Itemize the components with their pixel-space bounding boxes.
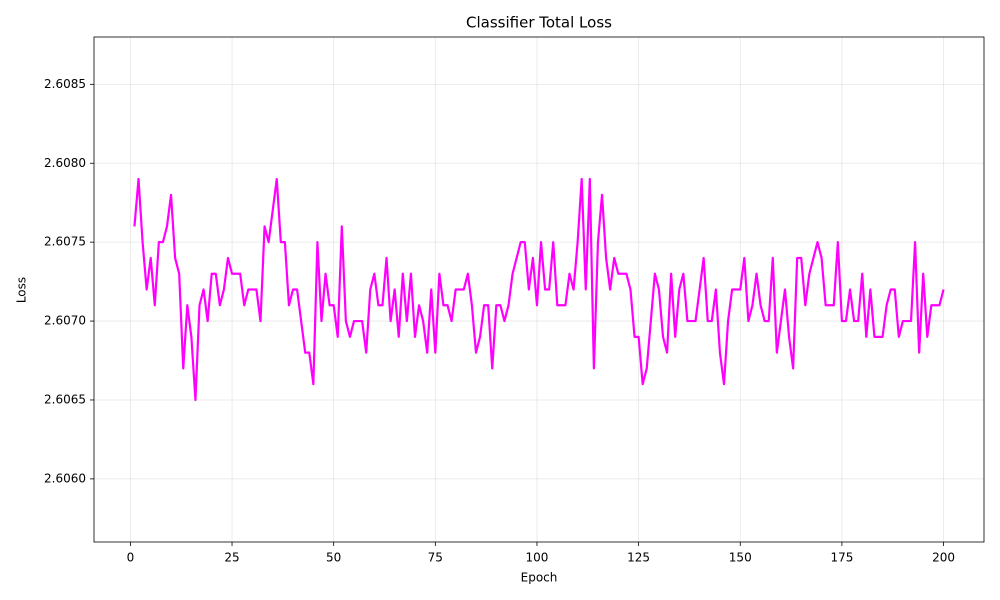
y-tick-label: 2.6065 <box>44 392 86 406</box>
x-tick-label: 125 <box>627 551 650 565</box>
y-tick-label: 2.6070 <box>44 314 86 328</box>
plot-frame <box>93 36 985 543</box>
x-axis-label: Epoch <box>521 571 558 585</box>
y-tick-label: 2.6075 <box>44 235 86 249</box>
x-tick-label: 50 <box>326 551 341 565</box>
x-tick-label: 200 <box>932 551 955 565</box>
y-tick-label: 2.6060 <box>44 471 86 485</box>
y-axis-label: Loss <box>15 277 29 303</box>
x-tick-label: 150 <box>729 551 752 565</box>
loss-line <box>133 177 945 402</box>
x-tick-label: 25 <box>224 551 239 565</box>
y-tick-label: 2.6080 <box>44 156 86 170</box>
x-tick-label: 100 <box>526 551 549 565</box>
x-tick-label: 175 <box>830 551 853 565</box>
chart-title: Classifier Total Loss <box>466 14 612 32</box>
y-tick-label: 2.6085 <box>44 77 86 91</box>
x-tick-label: 75 <box>428 551 443 565</box>
x-tick-label: 0 <box>127 551 135 565</box>
